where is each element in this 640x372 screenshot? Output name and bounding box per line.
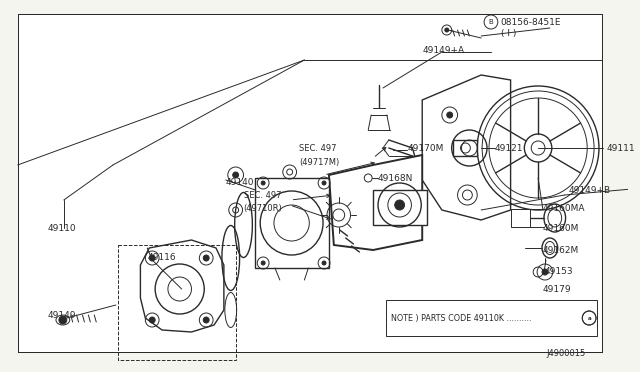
Text: a: a (588, 315, 591, 321)
Circle shape (204, 255, 209, 261)
Circle shape (322, 181, 326, 185)
Text: 49162M: 49162M (543, 246, 579, 254)
Text: 49179: 49179 (543, 285, 572, 295)
Text: (49717M): (49717M) (300, 157, 340, 167)
Bar (511, 209, 530, 227)
Text: 49153: 49153 (545, 267, 573, 276)
Text: 49121: 49121 (495, 144, 524, 153)
Circle shape (59, 316, 67, 324)
Bar (118, 245, 236, 360)
Circle shape (149, 255, 155, 261)
Text: NOTE ) PARTS CODE 49110K ..........: NOTE ) PARTS CODE 49110K .......... (391, 314, 531, 323)
Text: 49110: 49110 (47, 224, 76, 232)
Polygon shape (140, 240, 224, 332)
Text: 49149+A: 49149+A (422, 45, 465, 55)
Text: 49170M: 49170M (408, 144, 444, 153)
Circle shape (261, 181, 265, 185)
Text: 49111: 49111 (607, 144, 636, 153)
Circle shape (261, 261, 265, 265)
Text: J4900015: J4900015 (546, 349, 585, 357)
Text: 49116: 49116 (147, 253, 176, 263)
Text: SEC. 497: SEC. 497 (300, 144, 337, 153)
Circle shape (233, 172, 239, 178)
Text: (49710R): (49710R) (243, 203, 282, 212)
Bar (452, 140, 477, 156)
Text: SEC. 497: SEC. 497 (243, 190, 281, 199)
Text: a: a (588, 315, 591, 321)
Text: 49140: 49140 (226, 177, 254, 186)
Text: B: B (488, 19, 493, 25)
Circle shape (445, 28, 449, 32)
Text: 49160MA: 49160MA (543, 203, 586, 212)
Circle shape (204, 317, 209, 323)
Bar (255, 178, 329, 268)
Text: 49149: 49149 (47, 311, 76, 320)
Bar (386, 300, 597, 336)
Circle shape (395, 200, 404, 210)
Text: 49149+B: 49149+B (568, 186, 611, 195)
Text: ( I ): ( I ) (500, 29, 516, 38)
Text: 49168N: 49168N (378, 173, 413, 183)
Polygon shape (329, 155, 422, 250)
Text: 49160M: 49160M (543, 224, 579, 232)
Circle shape (322, 261, 326, 265)
Circle shape (542, 269, 548, 275)
Bar (373, 190, 427, 225)
Circle shape (149, 317, 155, 323)
Text: 08156-8451E: 08156-8451E (500, 17, 561, 26)
Circle shape (447, 112, 452, 118)
